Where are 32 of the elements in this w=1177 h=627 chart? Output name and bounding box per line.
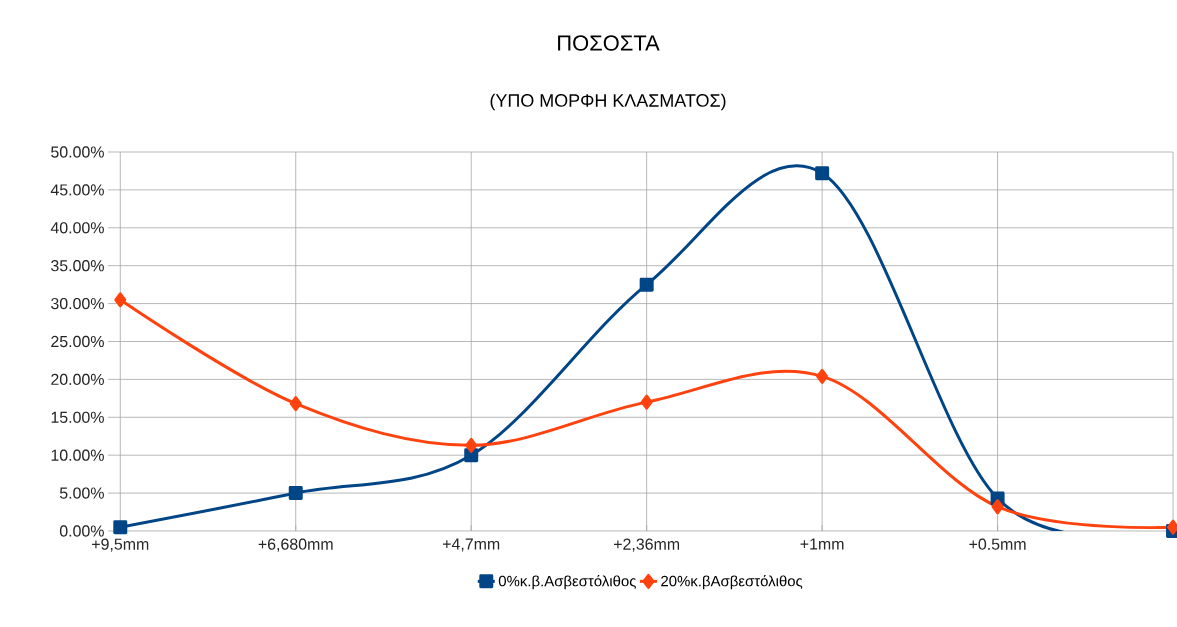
point bbox=[816, 368, 829, 384]
point bbox=[288, 486, 303, 501]
x-tick-label: +2,36mm bbox=[614, 538, 680, 552]
x-tick-label: +9,5mm bbox=[92, 538, 149, 552]
x-tick-label: +1mm bbox=[800, 538, 844, 550]
y-tick-label: 5.00% bbox=[59, 487, 104, 499]
point bbox=[464, 448, 479, 463]
legend-label: 20%κ.βΑσβεστόλιθος bbox=[661, 574, 803, 590]
point bbox=[991, 499, 1004, 515]
point bbox=[113, 520, 128, 535]
point bbox=[639, 277, 654, 292]
point bbox=[815, 166, 830, 181]
point bbox=[289, 396, 302, 412]
y-tick-label: 15.00% bbox=[51, 411, 104, 423]
y-tick-label: 20.00% bbox=[51, 373, 104, 386]
x-tick-label: +0.5mm bbox=[969, 538, 1026, 550]
point bbox=[465, 437, 478, 453]
y-tick-label: 35.00% bbox=[51, 260, 104, 272]
point bbox=[640, 394, 653, 410]
y-tick-label: 10.00% bbox=[51, 449, 104, 461]
chart-subtitle: (ΥΠΟ ΜΟΡΦΗ ΚΛΑΣΜΑΤΟΣ) bbox=[490, 93, 726, 111]
x-tick-label: +4,7mm bbox=[442, 538, 500, 552]
point bbox=[114, 292, 127, 308]
y-tick-label: 30.00% bbox=[51, 297, 104, 310]
y-tick-label: 0.00% bbox=[59, 525, 104, 537]
y-tick-label: 25.00% bbox=[51, 335, 104, 348]
y-tick-label: 50.00% bbox=[51, 146, 104, 158]
y-tick-label: 45.00% bbox=[50, 184, 104, 196]
chart-title: ΠΟΣΟΣΤΑ bbox=[558, 35, 660, 51]
x-tick-label: +6,680mm bbox=[258, 538, 333, 552]
legend-label: 0%κ.β.Ασβεστόλιθος bbox=[498, 574, 636, 590]
y-tick-label: 40.00% bbox=[50, 222, 104, 234]
